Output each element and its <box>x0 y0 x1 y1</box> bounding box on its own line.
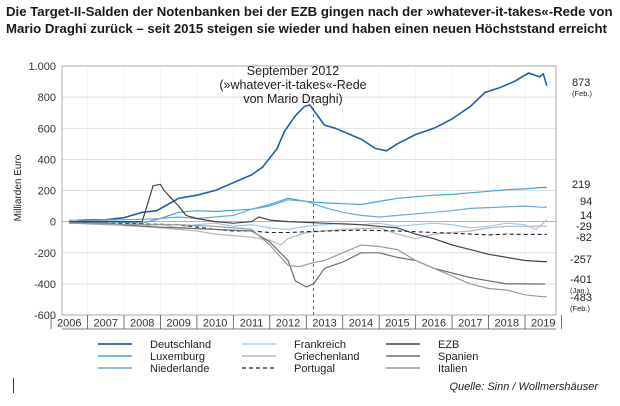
legend-label-deutschland: Deutschland <box>150 339 211 351</box>
annotation-line-3: von Mario Draghi) <box>243 92 342 106</box>
series-layer <box>69 72 548 298</box>
x-tick-label: 2011 <box>240 318 264 330</box>
end-label-ezb: -257 <box>570 254 592 266</box>
y-tick-label: 400 <box>38 154 56 166</box>
y-axis-label: Milliarden Euro <box>13 154 24 221</box>
end-label-niederlande: 94 <box>580 196 592 208</box>
x-tick-label: 2015 <box>385 318 409 330</box>
x-tick-label: 2013 <box>312 318 336 330</box>
y-tick-label: -400 <box>34 279 56 291</box>
x-tick-label: 2018 <box>495 318 519 330</box>
text-cursor <box>13 378 14 393</box>
legend-label-portugal: Portugal <box>294 363 335 375</box>
x-tick-label: 2012 <box>276 318 300 330</box>
legend: Deutschland Frankreich EZB Luxemburg Grieche… <box>98 339 478 375</box>
end-label-griechenland: -29 <box>576 221 592 233</box>
x-axis: 2006 2007 2008 2009 2010 2011 2012 2013 2014 2015… <box>50 315 562 330</box>
end-label-spanien: -401 <box>570 274 592 286</box>
end-label-frankreich: 14 <box>580 210 592 222</box>
y-tick-label: -200 <box>34 248 56 260</box>
y-tick-label: 800 <box>38 92 56 104</box>
series-line-luxemburg <box>69 186 547 224</box>
legend-label-niederlande: Niederlande <box>150 363 209 375</box>
chart-title: Die Target-II-Salden der Notenbanken bei… <box>6 4 613 36</box>
x-tick-label: 2009 <box>166 318 190 330</box>
plot-frame <box>61 65 557 316</box>
series-line-portugal <box>69 221 547 236</box>
x-tick-label: 2014 <box>349 318 373 330</box>
end-labels: 873(Feb.)2199414-29-82-257-401(Jan.)-483… <box>570 77 593 313</box>
y-tick-label: 1.000 <box>28 61 56 73</box>
end-label-italien: -483 <box>570 292 592 304</box>
legend-label-griechenland: Griechenland <box>294 351 359 363</box>
source-note: Quelle: Sinn / Wollmershäuser <box>449 381 598 393</box>
y-axis: -600 -400 -200 0 200 400 600 800 1.000 <box>28 61 56 322</box>
series-line-deutschland <box>69 72 548 222</box>
x-tick-label: 2016 <box>422 318 446 330</box>
x-tick-label: 2008 <box>130 318 154 330</box>
legend-label-frankreich: Frankreich <box>294 339 346 351</box>
annotation-line-2: (»whatever-it-takes«-Rede <box>219 78 366 92</box>
legend-label-spanien: Spanien <box>438 351 478 363</box>
y-tick-label: 0 <box>50 217 56 229</box>
end-label-deutschland: 873 <box>572 77 590 89</box>
y-tick-label: -600 <box>34 310 56 322</box>
end-label-portugal: -82 <box>576 232 592 244</box>
end-label-note-spanien: (Jan.) <box>570 286 590 295</box>
legend-label-italien: Italien <box>438 363 467 375</box>
x-tick-label: 2006 <box>57 318 81 330</box>
y-tick-label: 600 <box>38 123 56 135</box>
x-tick-label: 2007 <box>94 318 118 330</box>
series-line-spanien <box>69 221 546 288</box>
y-tick-label: 200 <box>38 186 56 198</box>
legend-label-luxemburg: Luxemburg <box>150 351 205 363</box>
annotation-line-1: September 2012 <box>247 64 339 78</box>
end-label-note-italien: (Feb.) <box>570 304 591 313</box>
legend-label-ezb: EZB <box>438 339 459 351</box>
x-tick-label: 2010 <box>203 318 227 330</box>
annotation: September 2012(»whatever-it-takes«-Redev… <box>219 64 366 106</box>
x-tick-label: 2017 <box>458 318 482 330</box>
x-tick-label: 2019 <box>531 318 555 330</box>
series-line-italien <box>69 222 547 298</box>
series-line-ezb <box>69 183 547 263</box>
end-label-luxemburg: 219 <box>572 179 590 191</box>
end-label-note-deutschland: (Feb.) <box>572 89 593 98</box>
series-line-niederlande <box>69 199 547 223</box>
